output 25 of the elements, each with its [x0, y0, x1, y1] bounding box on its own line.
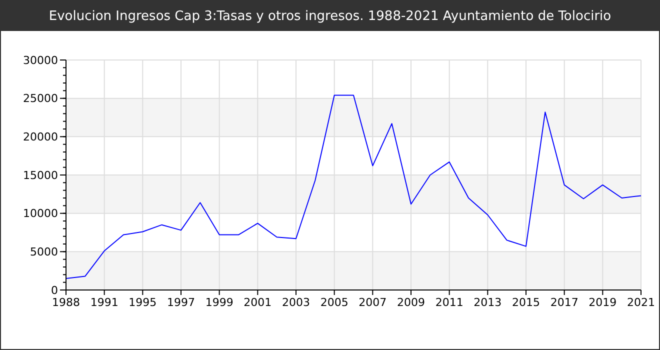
- x-tick-label: 2009: [397, 296, 425, 309]
- x-tick-label: 2011: [435, 296, 464, 309]
- x-tick-label: 2001: [244, 296, 272, 309]
- x-tick-label: 1991: [90, 296, 118, 309]
- x-tick-label: 2021: [627, 296, 655, 309]
- y-tick-label: 0: [51, 284, 58, 297]
- y-tick-label: 25000: [23, 92, 58, 106]
- x-tick-label: 2013: [474, 296, 502, 309]
- x-tick-label: 2007: [358, 296, 387, 309]
- x-tick-label: 2019: [588, 296, 617, 309]
- x-tick-label: 2005: [320, 296, 348, 309]
- x-tick-label: 1988: [52, 296, 80, 309]
- y-tick-label: 10000: [23, 207, 58, 220]
- y-tick-label: 15000: [23, 168, 58, 182]
- x-tick-label: 1995: [128, 296, 157, 309]
- chart-title: Evolucion Ingresos Cap 3:Tasas y otros ingresos. 1988-2021 Ayuntamiento de Tolocirio: [48, 9, 612, 24]
- y-tick-label: 30000: [23, 54, 58, 67]
- x-tick-label: 2003: [282, 296, 310, 309]
- y-tick-label: 5000: [30, 246, 58, 259]
- y-tick-label: 20000: [23, 130, 58, 144]
- line-series: [66, 94, 642, 279]
- x-tick-label: 1999: [205, 296, 234, 309]
- x-tick-label: 1997: [167, 296, 195, 309]
- x-tick-label: 2015: [512, 296, 540, 309]
- x-tick-label: 2017: [550, 296, 578, 309]
